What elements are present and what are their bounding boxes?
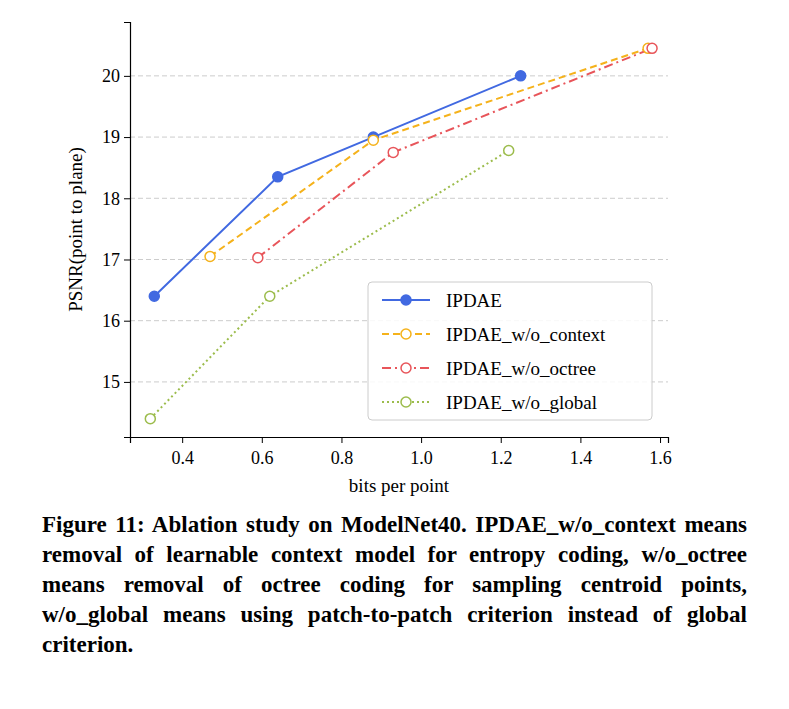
- tick-label: 19: [102, 127, 120, 147]
- y-tick: 18: [102, 189, 130, 209]
- tick-mark: [124, 76, 130, 77]
- tick-label: 0.6: [251, 448, 274, 468]
- legend-entry: IPDAE_w/o_global: [382, 392, 597, 413]
- axis-line: [124, 23, 131, 438]
- x-axis: 0.4 0.6 0.8 1.0 1.2 1.4 1.6: [131, 437, 672, 468]
- legend-label: IPDAE: [446, 290, 502, 311]
- tick-label: 0.4: [171, 448, 194, 468]
- axis-line: [131, 438, 669, 444]
- legend-marker: [401, 397, 411, 407]
- data-point: [149, 291, 159, 301]
- tick-label: 0.8: [331, 448, 354, 468]
- data-point: [516, 71, 526, 81]
- tick-label: 1.2: [490, 448, 512, 468]
- data-point: [504, 146, 514, 156]
- x-tick: 1.4: [570, 437, 593, 468]
- legend-entry: IPDAE_w/o_octree: [382, 358, 596, 379]
- plot-area: [145, 43, 657, 423]
- grid-line: [130, 198, 668, 199]
- data-point: [273, 172, 283, 182]
- tick-mark: [580, 437, 581, 443]
- data-point: [253, 253, 263, 263]
- tick-mark: [501, 437, 502, 443]
- legend-label: IPDAE_w/o_context: [446, 324, 606, 345]
- legend: IPDAE IPDAE_w/o_context IPDAE_w/o_octree IP…: [368, 282, 652, 420]
- data-point: [368, 135, 378, 145]
- y-tick: 17: [102, 250, 130, 270]
- tick-mark: [182, 437, 183, 443]
- x-tick: 1.0: [410, 437, 433, 468]
- x-tick: 0.6: [251, 437, 274, 468]
- tick-label: 1.6: [649, 448, 672, 468]
- tick-mark: [124, 137, 130, 138]
- tick-mark: [421, 437, 422, 443]
- legend-label: IPDAE_w/o_global: [446, 392, 597, 413]
- tick-mark: [124, 321, 130, 322]
- x-tick: 1.2: [490, 437, 512, 468]
- series-line: [258, 48, 652, 257]
- tick-mark: [124, 198, 130, 199]
- tick-mark: [124, 382, 130, 383]
- data-point: [145, 414, 155, 424]
- legend-marker: [401, 295, 411, 305]
- series-line: [210, 48, 648, 256]
- y-tick: 20: [102, 66, 130, 86]
- legend-marker: [401, 329, 411, 339]
- grid-line: [130, 137, 668, 138]
- grid-line: [130, 75, 668, 76]
- tick-label: 1.4: [570, 448, 593, 468]
- legend-entry: IPDAE_w/o_context: [382, 324, 606, 345]
- tick-mark: [124, 259, 130, 260]
- caption: Figure 11: Ablation study on ModelNet40.…: [42, 510, 747, 660]
- x-axis-title: bits per point: [349, 475, 450, 496]
- tick-label: 17: [102, 250, 120, 270]
- y-tick: 16: [102, 311, 130, 331]
- y-tick: 15: [102, 372, 130, 392]
- legend-box: [368, 282, 652, 420]
- y-tick: 19: [102, 127, 130, 147]
- data-point: [647, 43, 657, 53]
- tick-mark: [660, 437, 661, 443]
- legend-label: IPDAE_w/o_octree: [446, 358, 596, 379]
- tick-label: 15: [102, 372, 120, 392]
- tick-mark: [262, 437, 263, 443]
- tick-label: 16: [102, 311, 120, 331]
- x-tick: 1.6: [649, 437, 672, 468]
- legend-entry: IPDAE: [382, 290, 502, 311]
- tick-label: 18: [102, 189, 120, 209]
- legend-marker: [401, 363, 411, 373]
- data-point: [388, 147, 398, 157]
- tick-mark: [341, 437, 342, 443]
- data-point: [205, 251, 215, 261]
- x-tick: 0.8: [331, 437, 354, 468]
- y-axis-title: PSNR(point to plane): [65, 147, 87, 312]
- y-axis: 15 16 17 18 19 20: [102, 23, 131, 438]
- tick-label: 20: [102, 66, 120, 86]
- data-point: [265, 291, 275, 301]
- x-tick: 0.4: [171, 437, 194, 468]
- tick-label: 1.0: [410, 448, 433, 468]
